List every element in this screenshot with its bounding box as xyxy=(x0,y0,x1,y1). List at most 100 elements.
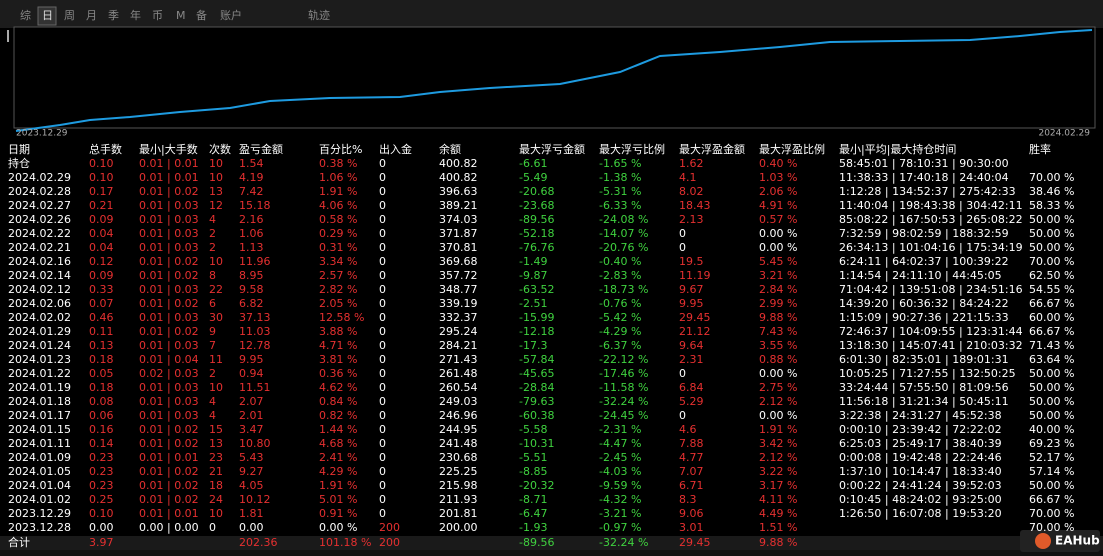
cell: 9.88 % xyxy=(759,311,797,324)
cell: 6.82 xyxy=(239,297,264,310)
cell: 4.29 % xyxy=(319,465,357,478)
cell: 400.82 xyxy=(439,171,478,184)
cell: 0.00 % xyxy=(759,409,797,422)
cell: -5.58 xyxy=(519,423,547,436)
cell: 0.06 xyxy=(89,409,114,422)
row-label: 2024.02.22 xyxy=(8,227,71,240)
cell: 0.01 | 0.02 xyxy=(139,255,199,268)
cell: 10.80 xyxy=(239,437,271,450)
cell: 2.12 % xyxy=(759,451,797,464)
cell: 1.51 % xyxy=(759,521,797,534)
cell: 7.88 xyxy=(679,437,704,450)
cell: 0.09 xyxy=(89,269,114,282)
cell: 0.16 xyxy=(89,423,114,436)
cell: 3.81 % xyxy=(319,353,357,366)
row-label: 2024.01.15 xyxy=(8,423,71,436)
cell: -45.65 xyxy=(519,367,554,380)
cell: 3.97 xyxy=(89,536,114,549)
cell: 29.45 xyxy=(679,536,711,549)
tab[interactable]: 月 xyxy=(86,9,97,22)
cell: 0 xyxy=(379,297,386,310)
cell: 66.67 % xyxy=(1029,493,1074,506)
cell: 12.78 xyxy=(239,339,271,352)
tab[interactable]: 年 xyxy=(130,8,141,22)
cell: 2.75 % xyxy=(759,381,797,394)
cell: 10.12 xyxy=(239,493,271,506)
cell: -4.29 % xyxy=(599,325,641,338)
cell: 7:32:59 | 98:02:59 | 188:32:59 xyxy=(839,227,1009,240)
cell: 1:37:10 | 10:14:47 | 18:33:40 xyxy=(839,465,1002,478)
cell: -8.85 xyxy=(519,465,547,478)
cell: 58:45:01 | 78:10:31 | 90:30:00 xyxy=(839,157,1009,170)
cell: -20.68 xyxy=(519,185,554,198)
cell: -2.51 xyxy=(519,297,547,310)
tab[interactable]: 综 xyxy=(20,8,31,22)
cell: 0.25 xyxy=(89,493,114,506)
cell: 0.11 xyxy=(89,325,114,338)
cell: 18 xyxy=(209,479,223,492)
cell: 50.00 % xyxy=(1029,227,1074,240)
cell: -6.37 % xyxy=(599,339,641,352)
cell: 0 xyxy=(379,395,386,408)
tab[interactable]: 币 xyxy=(152,9,163,22)
cell: 0 xyxy=(379,409,386,422)
cell: 40.00 % xyxy=(1029,423,1074,436)
cell: 0:10:45 | 48:24:02 | 93:25:00 xyxy=(839,493,1002,506)
cell: 0.01 | 0.03 xyxy=(139,199,199,212)
cell: 7.43 % xyxy=(759,325,797,338)
cell: 357.72 xyxy=(439,269,478,282)
cell: 21 xyxy=(209,465,223,478)
cell: -9.59 % xyxy=(599,479,641,492)
cell: 1:15:09 | 90:27:36 | 221:15:33 xyxy=(839,311,1009,324)
tab[interactable]: 备 xyxy=(196,8,207,22)
cell: 9.67 xyxy=(679,283,704,296)
cell: 1:12:28 | 134:52:37 | 275:42:33 xyxy=(839,185,1016,198)
cell: 10 xyxy=(209,171,223,184)
cell: 72:46:37 | 104:09:55 | 123:31:44 xyxy=(839,325,1023,338)
tab[interactable]: 季 xyxy=(108,9,119,22)
cell: 1:26:50 | 16:07:08 | 19:53:20 xyxy=(839,507,1002,520)
cell: 2.07 xyxy=(239,395,264,408)
cell: 7.42 xyxy=(239,185,264,198)
cell: 8.3 xyxy=(679,493,697,506)
cell: 18.43 xyxy=(679,199,711,212)
cell: 1.54 xyxy=(239,157,264,170)
cell: 4 xyxy=(209,395,216,408)
cell: 0.01 | 0.03 xyxy=(139,241,199,254)
tab[interactable]: 日 xyxy=(42,9,53,22)
bottom-strip xyxy=(0,550,1103,556)
cell: -2.45 % xyxy=(599,451,641,464)
cell: 1.06 % xyxy=(319,171,357,184)
cell: 11.19 xyxy=(679,269,711,282)
tab[interactable]: M xyxy=(176,9,186,22)
cell: -57.84 xyxy=(519,353,554,366)
cell: 3.47 xyxy=(239,423,264,436)
tab[interactable]: 周 xyxy=(64,9,75,22)
cell: 70.00 % xyxy=(1029,171,1074,184)
cell: 5.43 xyxy=(239,451,264,464)
cell: 0.00 % xyxy=(759,227,797,240)
cell: 0.01 | 0.02 xyxy=(139,269,199,282)
tab[interactable]: 账户 xyxy=(220,8,242,22)
cell: 50.00 % xyxy=(1029,367,1074,380)
cell: 0.01 | 0.03 xyxy=(139,283,199,296)
cell: -89.56 xyxy=(519,213,554,226)
row-label: 2024.02.28 xyxy=(8,185,71,198)
cell: 2 xyxy=(209,241,216,254)
cell: 0.57 % xyxy=(759,213,797,226)
toolbar xyxy=(0,0,1103,28)
cell: 0.01 | 0.03 xyxy=(139,339,199,352)
cell: 13:18:30 | 145:07:41 | 210:03:32 xyxy=(839,339,1023,352)
cell: 249.03 xyxy=(439,395,478,408)
cell: 369.68 xyxy=(439,255,478,268)
cell: -6.33 % xyxy=(599,199,641,212)
cell: 7 xyxy=(209,339,216,352)
cell: -23.68 xyxy=(519,199,554,212)
row-label: 2024.02.21 xyxy=(8,241,71,254)
cell: 0.14 xyxy=(89,437,114,450)
cell: 70.00 % xyxy=(1029,507,1074,520)
cell: -2.31 % xyxy=(599,423,641,436)
tab[interactable]: 轨迹 xyxy=(308,8,330,22)
cell: 0 xyxy=(379,493,386,506)
cell: 0.07 xyxy=(89,297,114,310)
